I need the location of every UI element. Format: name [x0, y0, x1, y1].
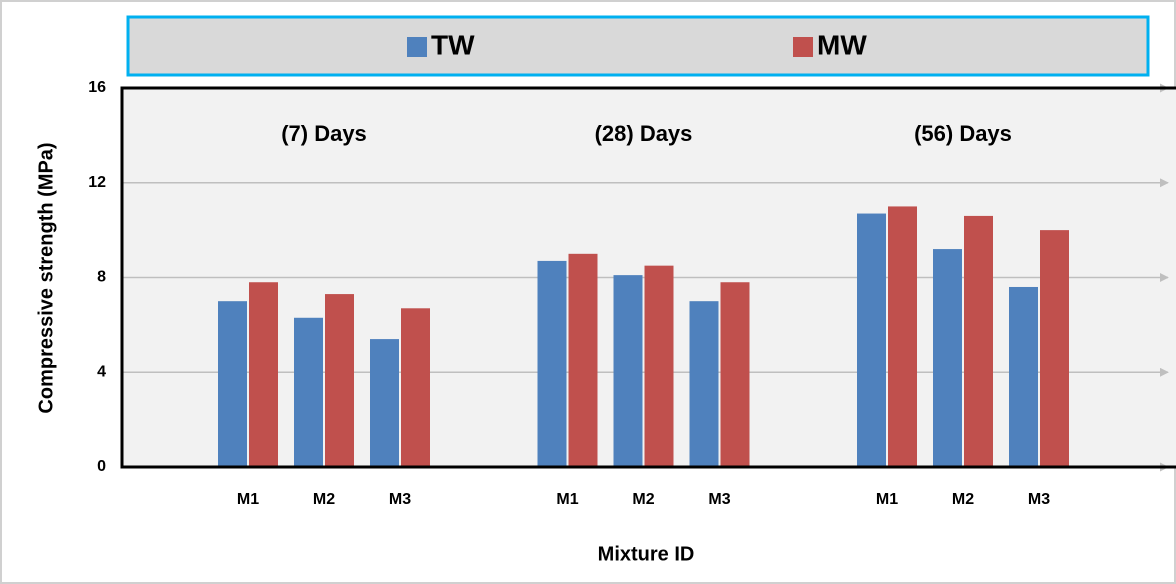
bar: [568, 253, 598, 467]
y-tick-label: 16: [88, 79, 106, 96]
y-axis-title: Compressive strength (MPa): [35, 142, 57, 413]
y-tick-label: 8: [97, 269, 106, 286]
x-tick-label: M1: [876, 491, 898, 508]
bar: [720, 282, 750, 467]
bar: [888, 206, 917, 467]
y-tick-label: 4: [97, 363, 106, 380]
bar: [370, 339, 399, 467]
y-tick-label: 12: [88, 174, 106, 191]
bar: [218, 301, 247, 467]
group-label: (28) Days: [595, 121, 693, 146]
legend-label: MW: [817, 29, 867, 60]
group-label: (7) Days: [281, 121, 367, 146]
bar: [689, 301, 719, 467]
x-axis-title: Mixture ID: [598, 543, 695, 565]
x-tick-label: M3: [708, 491, 730, 508]
bar: [613, 275, 643, 467]
legend-label: TW: [431, 29, 475, 60]
bar: [401, 308, 430, 467]
legend-swatch: [407, 37, 427, 57]
bar: [249, 282, 278, 467]
bar: [857, 213, 886, 467]
bar: [964, 215, 993, 467]
bar: [1009, 286, 1038, 467]
bar: [537, 260, 567, 467]
bar: [325, 294, 354, 467]
legend-box: [126, 15, 1150, 77]
group-label: (56) Days: [914, 121, 1012, 146]
bar: [294, 317, 323, 467]
y-tick-label: 0: [97, 458, 106, 475]
x-tick-label: M2: [952, 491, 974, 508]
x-tick-label: M2: [313, 491, 335, 508]
bar: [1040, 230, 1069, 467]
bar: [933, 249, 962, 467]
x-tick-label: M2: [632, 491, 654, 508]
legend-swatch: [793, 37, 813, 57]
x-tick-label: M3: [1028, 491, 1050, 508]
bar: [644, 265, 674, 467]
x-tick-label: M3: [389, 491, 411, 508]
x-tick-label: M1: [556, 491, 578, 508]
plot-border: [120, 86, 1176, 469]
x-tick-label: M1: [237, 491, 259, 508]
